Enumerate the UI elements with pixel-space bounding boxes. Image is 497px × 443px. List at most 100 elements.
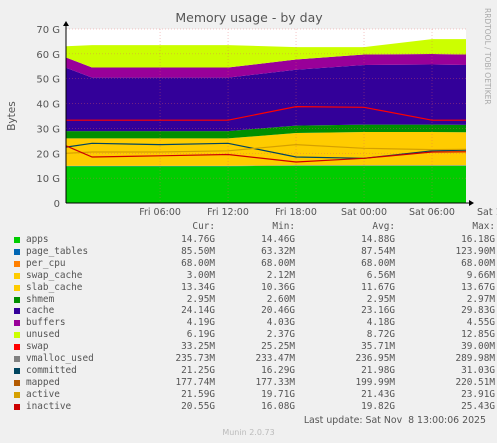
legend-label: slab_cache — [26, 281, 83, 293]
legend-swatch — [14, 284, 20, 291]
legend-value-cur: 14.76G — [181, 234, 215, 245]
legend-label: page_tables — [26, 245, 89, 257]
legend-value-cur: 177.74M — [175, 376, 215, 388]
area-cache — [66, 64, 466, 132]
legend-value-min: 10.36G — [261, 281, 295, 293]
legend-value-avg: 236.95M — [355, 353, 395, 364]
legend-value-cur: 235.73M — [175, 353, 215, 364]
y-tick-label: 10 G — [36, 174, 60, 185]
legend-value-cur: 6.19G — [186, 329, 215, 341]
legend-label: active — [26, 388, 60, 400]
legend-label: swap — [26, 341, 49, 353]
area-buffers — [66, 54, 466, 78]
legend-label: cache — [26, 305, 55, 317]
legend-value-avg: 87.54M — [361, 245, 395, 257]
legend-value-max: 68.00M — [461, 257, 495, 269]
legend-label: inactive — [26, 400, 72, 412]
legend-value-min: 14.46G — [261, 234, 295, 245]
area-slab-cache — [66, 132, 466, 166]
x-tick-label: Fri 18:00 — [275, 207, 317, 215]
y-tick-label: 30 G — [36, 124, 60, 135]
legend-value-max: 16.18G — [461, 234, 495, 245]
legend-value-max: 9.66M — [466, 269, 495, 281]
legend-value-cur: 85.50M — [181, 245, 215, 257]
y-tick-label: 0 — [54, 199, 60, 210]
plot-area: 0 10 G 20 G 30 G 40 G 50 G 60 G 70 G Fri 06:00 Fr… — [36, 21, 497, 215]
y-axis-label: Bytes — [6, 101, 18, 130]
legend-swatch — [14, 260, 20, 267]
y-tick-label: 70 G — [36, 25, 60, 36]
legend-value-avg: 23.16G — [361, 305, 395, 317]
side-label: RRDTOOL / TOBI OETIKER — [483, 8, 492, 105]
x-tick-label: Fri 06:00 — [139, 207, 181, 215]
legend-row-per-cpu: per_cpu 68.00M 68.00M 68.00M 68.00M — [12, 257, 495, 270]
legend-value-avg: 21.98G — [361, 364, 395, 376]
legend-value-max: 23.91G — [461, 388, 495, 400]
legend-value-min: 16.08G — [261, 400, 295, 412]
legend-value-min: 177.33M — [255, 376, 295, 388]
legend-label: unused — [26, 329, 60, 341]
legend-value-cur: 2.95M — [186, 293, 215, 305]
legend-swatch — [14, 332, 20, 339]
memory-chart: Memory usage - by day Bytes RRDTOOL / TO… — [0, 0, 497, 215]
legend-value-max: 289.98M — [455, 353, 495, 364]
legend-value-avg: 14.88G — [361, 234, 395, 245]
legend-row-slab-cache: slab_cache 13.34G 10.36G 11.67G 13.67G — [12, 281, 495, 294]
legend-row-unused: unused 6.19G 2.37G 8.72G 12.85G — [12, 329, 495, 341]
x-tick-label: Sat 06:00 — [409, 207, 455, 215]
legend-swatch — [14, 272, 20, 279]
area-page-tables — [66, 165, 466, 167]
footer-version: Munin 2.0.73 — [222, 428, 275, 437]
legend-label: swap_cache — [26, 269, 83, 281]
last-update: Last update: Sat Nov 8 13:00:06 2025 — [303, 415, 486, 426]
legend-value-avg: 4.18G — [366, 317, 395, 329]
legend-value-max: 29.83G — [461, 305, 495, 317]
legend-row-buffers: buffers 4.19G 4.03G 4.18G 4.55G — [12, 317, 495, 329]
legend-value-max: 4.55G — [466, 317, 495, 329]
area-unused — [66, 39, 466, 68]
legend-row-shmem: shmem 2.95M 2.60M 2.95M 2.97M — [12, 293, 495, 306]
legend-value-min: 20.46G — [261, 305, 295, 317]
legend-value-min: 2.12M — [266, 269, 295, 281]
legend-value-min: 2.37G — [266, 329, 295, 341]
legend-value-max: 31.03G — [461, 364, 495, 376]
legend-label: shmem — [26, 293, 55, 305]
legend-value-avg: 8.72G — [366, 329, 395, 341]
legend-swatch — [14, 403, 20, 410]
legend-value-cur: 24.14G — [181, 305, 215, 317]
legend-swatch — [14, 248, 20, 255]
legend-swatch — [14, 367, 20, 374]
legend-value-max: 2.97M — [466, 293, 495, 305]
legend-header-max: Max: — [472, 221, 495, 232]
legend-swatch — [14, 308, 20, 315]
legend-value-cur: 3.00M — [186, 269, 215, 281]
legend-label: apps — [26, 234, 49, 245]
legend-label: buffers — [26, 317, 66, 329]
legend-value-avg: 11.67G — [361, 281, 395, 293]
legend-row-swap-cache: swap_cache 3.00M 2.12M 6.56M 9.66M — [12, 269, 495, 282]
legend-value-min: 16.29G — [261, 364, 295, 376]
y-tick-label: 20 G — [36, 149, 60, 160]
legend-swatch — [14, 296, 20, 303]
legend-label: mapped — [26, 376, 60, 388]
legend-value-cur: 21.25G — [181, 364, 215, 376]
legend-label: vmalloc_used — [26, 353, 94, 364]
legend-value-avg: 19.82G — [361, 400, 395, 412]
legend-row-committed: committed 21.25G 16.29G 21.98G 31.03G — [12, 364, 495, 377]
x-tick-label: Sat 00:00 — [341, 207, 387, 215]
legend-value-min: 63.32M — [261, 245, 295, 257]
legend-value-cur: 21.59G — [181, 388, 215, 400]
legend-label: per_cpu — [26, 257, 66, 269]
legend-value-avg: 21.43G — [361, 388, 395, 400]
legend-value-cur: 68.00M — [181, 257, 215, 269]
legend-value-avg: 35.71M — [361, 341, 395, 353]
legend-row-page-tables: page_tables 85.50M 63.32M 87.54M 123.90M — [12, 245, 495, 258]
y-tick-label: 60 G — [36, 50, 60, 61]
y-tick-label: 40 G — [36, 100, 60, 111]
legend-row-mapped: mapped 177.74M 177.33M 199.99M 220.51M — [12, 376, 495, 389]
legend-value-min: 19.71G — [261, 388, 295, 400]
legend-label: committed — [26, 364, 77, 376]
y-axis-arrow-icon — [63, 21, 69, 26]
legend-swatch — [14, 379, 20, 386]
